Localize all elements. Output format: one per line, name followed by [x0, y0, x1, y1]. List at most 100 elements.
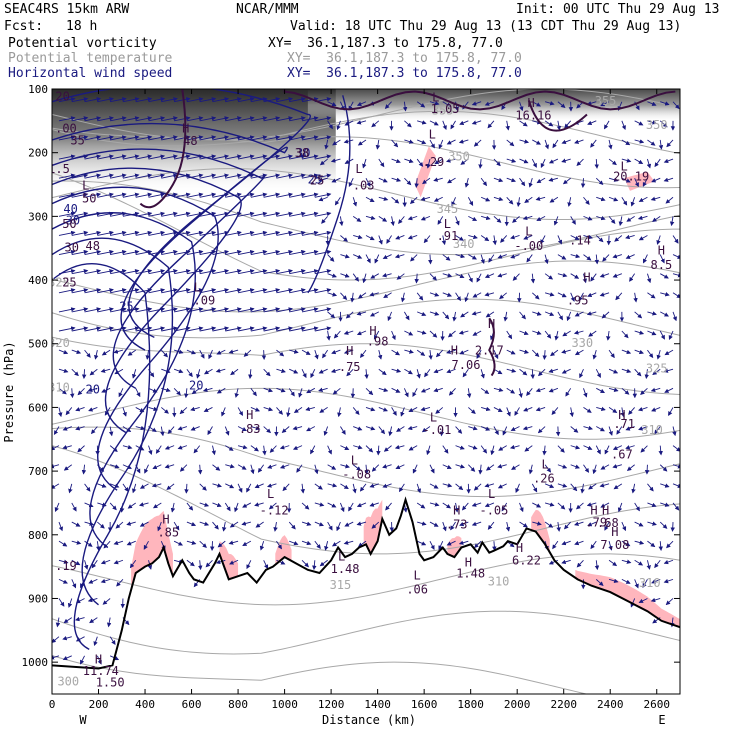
wind-arrow: [186, 368, 193, 378]
wind-arrow: [84, 135, 102, 141]
wind-arrow: [248, 369, 253, 380]
wind-arrow: [476, 273, 482, 283]
wind-arrow: [621, 559, 632, 564]
wind-arrow: [549, 196, 559, 203]
wind-arrow: [343, 540, 354, 545]
wind-arrow: [174, 116, 191, 122]
wind-arrow: [378, 387, 389, 393]
wind-arrow: [365, 196, 375, 203]
wind-arrow: [595, 369, 601, 378]
wind-arrow: [67, 598, 73, 608]
wind-arrow: [493, 426, 499, 436]
wind-arrow: [634, 349, 644, 355]
wind-arrow: [608, 158, 617, 166]
wind-arrow: [288, 521, 296, 530]
wind-arrow: [340, 445, 350, 450]
wind-arrow: [155, 445, 162, 454]
wind-arrow: [263, 116, 281, 122]
wind-arrow: [561, 368, 571, 374]
pv-label: L: [82, 179, 89, 193]
wind-arrow: [519, 158, 529, 164]
wind-speed-label: 25: [308, 172, 322, 186]
wind-speed-contour: [52, 89, 311, 339]
wind-arrow: [263, 288, 281, 294]
isentrope-label: 310: [641, 423, 663, 437]
wind-arrow: [103, 540, 111, 549]
wind-arrow: [505, 521, 511, 532]
wind-arrow: [157, 521, 162, 532]
wind-arrow: [616, 426, 623, 435]
wind-arrow: [590, 540, 597, 550]
wind-arrow: [161, 211, 178, 217]
high-pv-patch: [131, 510, 173, 590]
wind-arrow: [340, 273, 350, 278]
wind-arrow: [455, 253, 466, 259]
wind-arrow: [557, 272, 568, 278]
pv-label: .73: [446, 517, 468, 531]
pv-label: .29: [423, 155, 445, 169]
wind-arrow: [460, 311, 469, 318]
wind-arrow: [596, 196, 606, 202]
wind-arrow: [421, 426, 431, 433]
wind-arrow: [314, 326, 332, 332]
wind-arrow: [263, 326, 281, 332]
pv-label: -.01: [422, 423, 451, 437]
wind-arrow: [186, 502, 194, 511]
pv-label: 35: [70, 133, 84, 147]
pv-label: H: [453, 503, 460, 517]
wind-arrow: [97, 464, 105, 472]
wind-arrow: [71, 230, 89, 236]
wind-arrow: [365, 235, 375, 241]
wind-arrow: [301, 502, 310, 510]
x-tick-label: 1600: [411, 698, 438, 711]
wind-arrow: [110, 211, 127, 217]
pv-label: L: [525, 224, 532, 238]
wind-arrow: [644, 369, 649, 380]
wind-arrow: [664, 349, 674, 356]
wind-arrow: [557, 311, 563, 321]
wind-arrow: [164, 445, 175, 450]
wind-arrow: [473, 139, 482, 147]
isentrope-label: 315: [330, 578, 352, 592]
wind-arrow: [276, 326, 294, 332]
pv-label: 25: [62, 275, 76, 289]
wind-arrow: [173, 349, 184, 354]
wind-arrow: [276, 288, 294, 294]
wind-arrow: [230, 368, 239, 376]
wind-arrow: [652, 368, 661, 376]
wind-arrow: [391, 196, 400, 204]
wind-arrow: [536, 177, 546, 184]
wind-arrow: [626, 215, 635, 222]
wind-arrow: [63, 617, 73, 624]
wind-speed-label: 30: [66, 214, 80, 228]
wind-arrow: [548, 387, 559, 393]
wind-arrow: [612, 254, 622, 259]
wind-arrow: [174, 230, 191, 236]
wind-arrow: [148, 211, 166, 217]
pv-label: H: [516, 541, 523, 555]
wind-arrow: [608, 407, 618, 413]
wind-arrow: [324, 541, 329, 551]
wind-arrow: [186, 326, 204, 332]
wind-arrow: [583, 464, 590, 473]
wind-arrow: [592, 464, 597, 475]
wind-arrow: [84, 483, 91, 492]
pv-label: .20: [48, 89, 70, 103]
wind-arrow: [651, 407, 661, 412]
wind-arrow: [199, 502, 210, 507]
wind-arrow: [173, 540, 184, 546]
isentrope: [52, 426, 680, 498]
wind-arrow: [340, 254, 350, 259]
wind-arrow: [442, 464, 452, 470]
wind-arrow: [519, 139, 530, 144]
wind-arrow: [199, 540, 207, 548]
wind-arrow: [510, 426, 520, 431]
wind-arrow: [519, 330, 529, 336]
wind-arrow: [71, 288, 89, 294]
wind-arrow: [435, 407, 444, 414]
isentrope: [52, 127, 680, 189]
wind-arrow: [212, 116, 230, 122]
wind-arrow: [174, 249, 191, 256]
wind-arrow: [352, 273, 359, 282]
wind-arrow: [599, 292, 610, 297]
